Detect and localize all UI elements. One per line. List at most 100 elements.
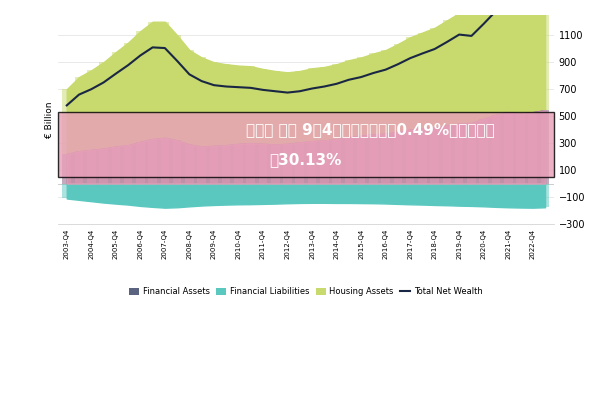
Bar: [112, 146, 120, 184]
Bar: [406, 37, 415, 130]
Bar: [247, 66, 255, 143]
Bar: [394, 44, 402, 132]
Bar: [259, 144, 267, 184]
Bar: [320, 140, 329, 184]
Bar: [382, 50, 390, 134]
Bar: [455, 124, 463, 184]
Bar: [185, 184, 194, 206]
Bar: [209, 146, 218, 184]
Bar: [295, 71, 304, 142]
Bar: [332, 139, 341, 184]
Bar: [283, 144, 292, 184]
Bar: [222, 64, 230, 145]
Bar: [222, 145, 230, 184]
Bar: [332, 184, 341, 203]
Bar: [161, 184, 169, 208]
Bar: [394, 184, 402, 204]
Bar: [529, 112, 537, 184]
Bar: [271, 144, 280, 184]
Bar: [87, 150, 95, 184]
Bar: [148, 22, 157, 139]
Bar: [75, 151, 83, 184]
Bar: [259, 184, 267, 204]
Bar: [185, 144, 194, 184]
Bar: [308, 184, 316, 203]
Bar: [455, 184, 463, 206]
Bar: [247, 143, 255, 184]
Bar: [406, 130, 415, 184]
Bar: [479, 119, 488, 184]
Bar: [62, 154, 71, 184]
Bar: [308, 141, 316, 184]
Bar: [443, 20, 451, 126]
Bar: [418, 32, 427, 128]
Bar: [283, 144, 292, 184]
Bar: [62, 154, 71, 184]
Bar: [479, 2, 488, 119]
Bar: [173, 184, 181, 207]
Bar: [455, 13, 463, 124]
Bar: [271, 71, 280, 144]
Bar: [295, 184, 304, 203]
Bar: [209, 62, 218, 146]
Bar: [529, 112, 537, 184]
Bar: [161, 138, 169, 184]
Bar: [283, 184, 292, 203]
Bar: [320, 140, 329, 184]
Bar: [516, 114, 525, 184]
Bar: [308, 68, 316, 141]
Bar: [357, 184, 365, 203]
Bar: [234, 66, 243, 144]
Legend: Financial Assets, Financial Liabilities, Housing Assets, Total Net Wealth: Financial Assets, Financial Liabilities,…: [126, 284, 486, 300]
Bar: [99, 148, 108, 184]
Bar: [259, 144, 267, 184]
Bar: [87, 150, 95, 184]
Bar: [479, 184, 488, 206]
Bar: [467, 184, 476, 206]
Bar: [357, 136, 365, 184]
Bar: [443, 126, 451, 184]
Bar: [75, 77, 83, 151]
Bar: [99, 148, 108, 184]
Bar: [124, 145, 133, 184]
Bar: [492, 115, 500, 184]
Bar: [541, 110, 550, 184]
Bar: [357, 58, 365, 136]
Y-axis label: € Billion: € Billion: [45, 101, 54, 138]
Bar: [148, 184, 157, 207]
Bar: [344, 60, 353, 137]
Bar: [467, 123, 476, 184]
Bar: [148, 139, 157, 184]
Bar: [283, 72, 292, 144]
Bar: [406, 130, 415, 184]
Text: 率30.13%: 率30.13%: [270, 152, 342, 167]
Bar: [173, 140, 181, 184]
Bar: [418, 184, 427, 204]
Bar: [320, 184, 329, 203]
Bar: [430, 128, 439, 184]
Bar: [492, 115, 500, 184]
Bar: [234, 184, 243, 204]
Bar: [344, 137, 353, 184]
Bar: [418, 128, 427, 184]
Bar: [209, 146, 218, 184]
Bar: [541, 184, 550, 207]
Bar: [418, 128, 427, 184]
Bar: [332, 139, 341, 184]
Bar: [124, 145, 133, 184]
Bar: [541, 0, 550, 110]
Bar: [197, 146, 206, 184]
Bar: [99, 184, 108, 202]
Bar: [320, 67, 329, 140]
Bar: [173, 35, 181, 140]
Bar: [112, 146, 120, 184]
Bar: [357, 136, 365, 184]
Bar: [504, 112, 512, 184]
Bar: [369, 134, 377, 184]
Bar: [516, 114, 525, 184]
Bar: [259, 69, 267, 144]
Bar: [430, 184, 439, 205]
Bar: [124, 43, 133, 145]
Bar: [430, 28, 439, 128]
Bar: [247, 184, 255, 204]
